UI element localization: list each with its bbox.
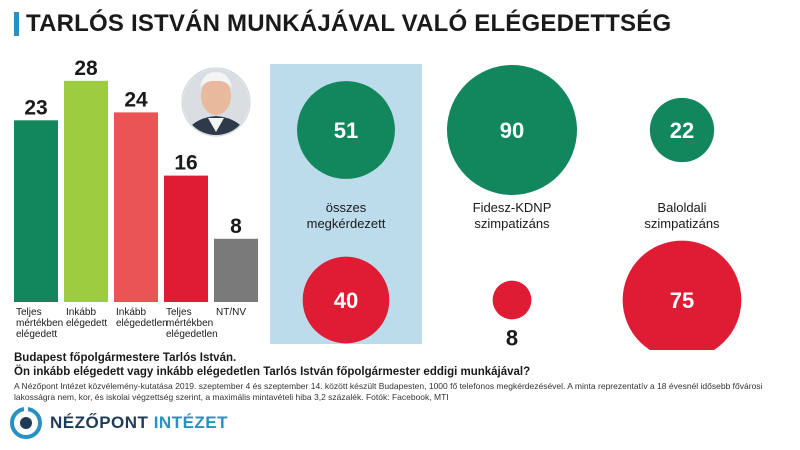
bubble-dissatisfied-1	[302, 256, 390, 344]
bubble-chart: 51 40 összes megkérdezett 90 8 Fidesz-KDNP szim…	[270, 64, 742, 350]
bar-value-label-3: 24	[124, 88, 148, 111]
logo-accent: INTÉZET	[153, 413, 229, 432]
caption-line-1: Budapest főpolgármestere Tarlós István.	[14, 352, 237, 364]
bar-3	[114, 112, 158, 303]
title-accent-bar	[14, 12, 19, 36]
caption-line-2: Ön inkább elégedett vagy inkább elégedet…	[14, 366, 531, 378]
bubble-satisfied-1	[297, 81, 395, 179]
bar-value-label-4: 16	[174, 152, 197, 175]
bar-2	[64, 80, 108, 302]
nezopont-logo: NÉZŐPONT INTÉZET	[10, 407, 228, 439]
logo-name: NÉZŐPONT	[50, 413, 149, 432]
bubble-dissatisfied-value-1: 40	[334, 288, 358, 313]
portrait-photo	[181, 67, 251, 137]
logo-text: NÉZŐPONT INTÉZET	[50, 413, 228, 433]
question-caption: Budapest főpolgármestere Tarlós István. …	[14, 351, 794, 379]
bar-category-label-5: NT/NV	[216, 307, 246, 318]
methodology-note: A Nézőpont Intézet közvélemény-kutatása …	[14, 381, 763, 402]
bar-value-label-1: 23	[24, 96, 47, 119]
chart-canvas: 23 Teljes mértékben elégedett 28 Inkább eléged…	[14, 57, 742, 350]
logo-mark-icon	[10, 407, 42, 439]
bubble-satisfied-value-3: 22	[670, 118, 694, 143]
bar-value-label-5: 8	[230, 215, 242, 238]
bar-category-label-4: Teljes mértékben elégedetlen	[166, 307, 218, 340]
bar-category-label-2: Inkább elégedett	[66, 307, 107, 329]
bar-1	[14, 120, 58, 302]
bar-category-label-3: Inkább elégedetlen	[116, 307, 168, 329]
bubble-satisfied-value-1: 51	[334, 118, 358, 143]
bubble-satisfied-value-2: 90	[500, 118, 524, 143]
bar-4	[164, 175, 208, 302]
bubble-dissatisfied-3	[622, 240, 742, 350]
bubble-satisfied-2	[447, 65, 577, 195]
bar-value-label-2: 28	[74, 57, 98, 80]
bubble-dissatisfied-value-2: 8	[506, 325, 518, 350]
bubble-dissatisfied-value-3: 75	[670, 288, 694, 313]
bar-chart: 23 Teljes mértékben elégedett 28 Inkább eléged…	[14, 57, 258, 340]
group-label-1: összes megkérdezett	[307, 200, 386, 231]
bar-category-label-1: Teljes mértékben elégedett	[16, 307, 63, 340]
page-title: TARLÓS ISTVÁN MUNKÁJÁVAL VALÓ ELÉGEDETTS…	[26, 10, 672, 37]
bubble-dissatisfied-2	[492, 280, 532, 320]
group-label-2: Fidesz-KDNP szimpatizáns	[473, 200, 552, 231]
bubble-satisfied-3	[649, 97, 715, 163]
bar-5	[214, 238, 258, 302]
group-label-3: Baloldali szimpatizáns	[644, 200, 720, 231]
